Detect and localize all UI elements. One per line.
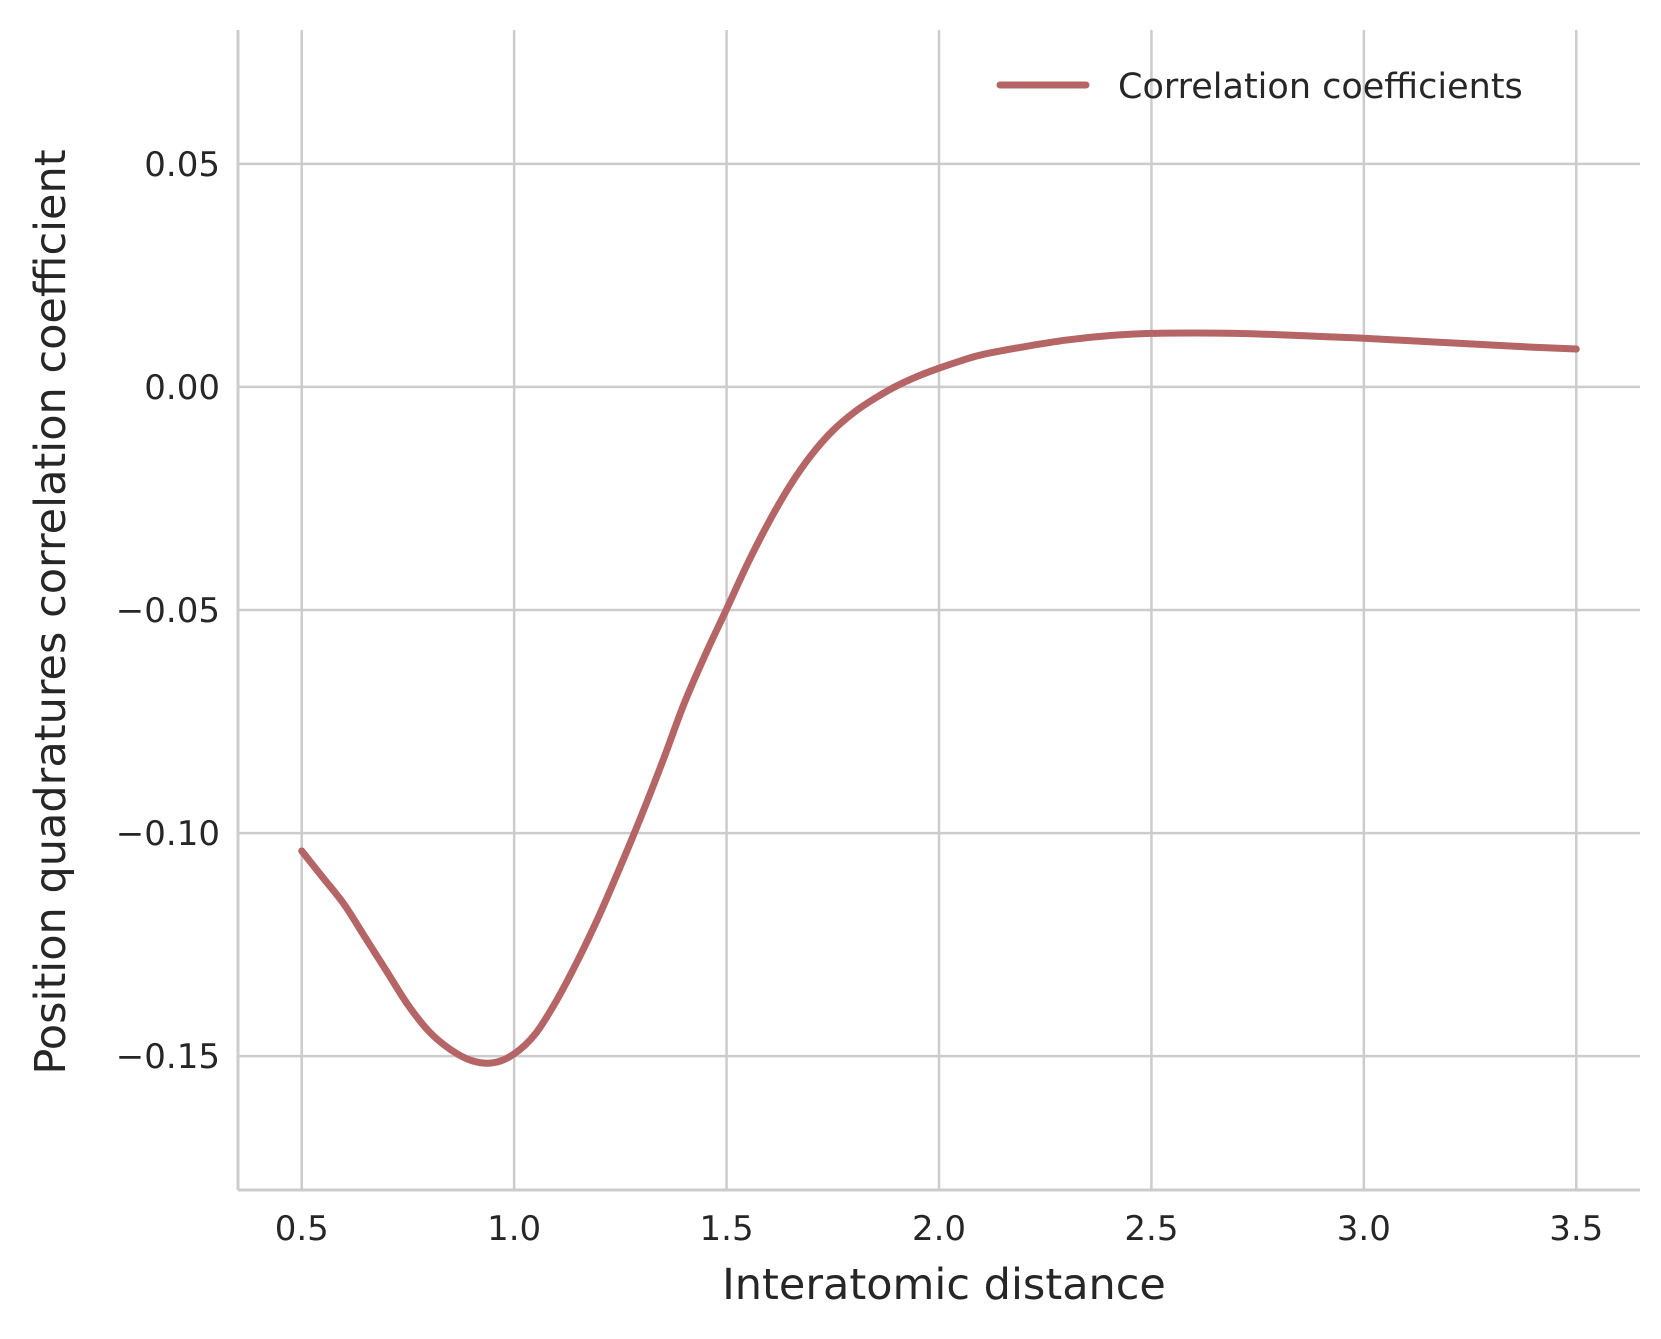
x-axis-label: Interatomic distance bbox=[722, 1260, 1166, 1310]
axes bbox=[236, 30, 1640, 1192]
x-tick-label: 2.0 bbox=[912, 1209, 966, 1249]
y-axis-label: Position quadratures correlation coeffic… bbox=[26, 149, 76, 1074]
y-tick-label: −0.15 bbox=[116, 1037, 220, 1077]
y-tick-label: −0.05 bbox=[116, 591, 220, 631]
x-tick-label: 3.0 bbox=[1337, 1209, 1391, 1249]
x-tick-label: 2.5 bbox=[1124, 1209, 1178, 1249]
y-tick-label: 0.05 bbox=[144, 145, 220, 185]
series-layer bbox=[298, 329, 1580, 1067]
x-tick-labels: 0.5 1.0 1.5 2.0 2.5 3.0 3.5 bbox=[275, 1209, 1604, 1249]
series-line-correlation-coefficients bbox=[298, 329, 1580, 1067]
x-tick-label: 1.0 bbox=[487, 1209, 541, 1249]
x-tick-label: 1.5 bbox=[700, 1209, 754, 1249]
y-tick-label: 0.00 bbox=[144, 368, 220, 408]
grid bbox=[238, 30, 1640, 1190]
legend-label-correlation-coefficients: Correlation coefficients bbox=[1118, 67, 1523, 107]
x-tick-label: 0.5 bbox=[275, 1209, 329, 1249]
y-tick-labels: 0.05 0.00 −0.05 −0.10 −0.15 bbox=[116, 145, 220, 1077]
x-tick-label: 3.5 bbox=[1549, 1209, 1603, 1249]
legend: Correlation coefficients bbox=[996, 67, 1523, 107]
y-tick-label: −0.10 bbox=[116, 814, 220, 854]
